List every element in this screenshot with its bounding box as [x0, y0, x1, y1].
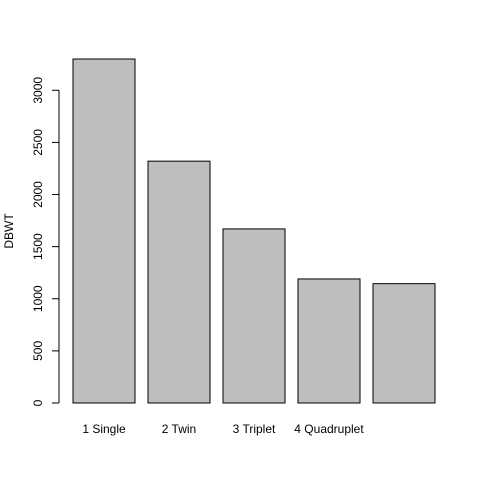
- y-tick-label: 2500: [31, 129, 45, 156]
- y-axis-title: DBWT: [2, 213, 16, 249]
- y-axis: 0 500 1000 1500 2000 2500 3000: [31, 77, 60, 406]
- x-category-label: 3 Triplet: [233, 422, 276, 436]
- bar-2: [147, 160, 211, 404]
- y-tick-label: 2000: [31, 181, 45, 208]
- bar-4: [297, 278, 361, 404]
- x-category-label: 4 Quadruplet: [294, 422, 364, 436]
- bar-5: [372, 283, 436, 404]
- bars-group: [72, 58, 436, 404]
- y-tick-label: 3000: [31, 77, 45, 104]
- x-axis-labels: 1 Single 2 Twin 3 Triplet 4 Quadruplet: [82, 422, 364, 436]
- bar-3: [222, 228, 286, 404]
- y-tick-label: 1000: [31, 285, 45, 312]
- y-tick-label: 1500: [31, 233, 45, 260]
- x-category-label: 1 Single: [82, 422, 126, 436]
- bar-1: [72, 58, 136, 404]
- x-category-label: 2 Twin: [162, 422, 196, 436]
- y-tick-label: 500: [31, 341, 45, 361]
- y-tick-label: 0: [31, 399, 45, 406]
